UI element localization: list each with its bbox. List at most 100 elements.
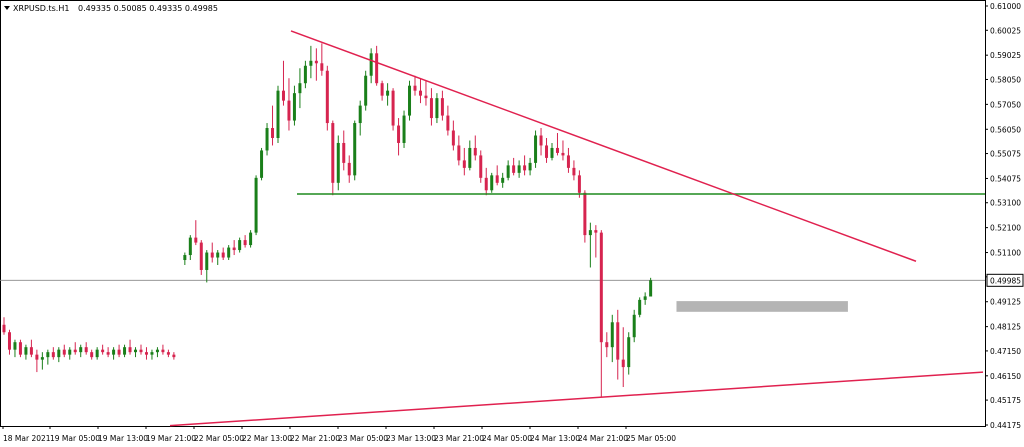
current-price-tag-bg bbox=[986, 273, 1024, 287]
candle-bear bbox=[199, 242, 203, 270]
candle-bear bbox=[342, 142, 346, 163]
x-tick-label: 24 Mar 21:00 bbox=[578, 434, 628, 443]
candle-bull bbox=[292, 93, 296, 121]
ohlc-values: 0.49335 0.50085 0.49335 0.49985 bbox=[78, 4, 218, 13]
y-tick-label: 0.59025 bbox=[990, 51, 1021, 60]
candle-bear bbox=[446, 115, 450, 131]
candle-bear bbox=[331, 123, 335, 183]
x-tick-label: 22 Mar 05:00 bbox=[194, 434, 244, 443]
candle-bear bbox=[397, 125, 401, 143]
candle-bear bbox=[320, 63, 324, 71]
candle-bear bbox=[418, 90, 422, 96]
candle-bear bbox=[599, 232, 603, 343]
candle-bull bbox=[249, 232, 253, 246]
candle-bull bbox=[40, 357, 44, 360]
x-tick-label: 24 Mar 05:00 bbox=[482, 434, 532, 443]
resistance-trendline[interactable] bbox=[290, 30, 917, 262]
candle-bear bbox=[73, 349, 77, 353]
plot-frame bbox=[0, 0, 986, 427]
x-tick-label: 19 Mar 13:00 bbox=[98, 434, 148, 443]
supply-demand-zone[interactable] bbox=[676, 301, 848, 312]
candle-bull bbox=[123, 347, 127, 355]
candle-bear bbox=[314, 60, 318, 64]
candle-bull bbox=[183, 255, 187, 261]
candle-bear bbox=[172, 354, 176, 358]
current-price-label: 0.49985 bbox=[990, 276, 1021, 285]
candle-bear bbox=[479, 155, 483, 178]
candle-bear bbox=[29, 347, 33, 355]
candle-bear bbox=[51, 352, 55, 358]
candle-bear bbox=[495, 175, 499, 183]
y-tick-label: 0.55075 bbox=[990, 150, 1021, 159]
support-trendline[interactable] bbox=[169, 371, 984, 427]
candle-bear bbox=[271, 128, 275, 138]
triangle-down-icon[interactable] bbox=[4, 6, 10, 10]
candle-bull bbox=[57, 349, 61, 358]
y-tick-label: 0.48125 bbox=[990, 323, 1021, 332]
candle-bull bbox=[369, 53, 373, 76]
chart-header: XRPUSD.ts.H1 0.49335 0.50085 0.49335 0.4… bbox=[4, 4, 218, 13]
candle-bear bbox=[101, 349, 105, 353]
candle-bull bbox=[205, 252, 209, 270]
candle-bear bbox=[594, 230, 598, 233]
candle-bear bbox=[287, 100, 291, 121]
candle-bear bbox=[194, 237, 198, 243]
candle-bull bbox=[95, 349, 99, 358]
y-tick-label: 0.54075 bbox=[990, 174, 1021, 183]
candle-bear bbox=[84, 347, 88, 353]
candle-bear bbox=[583, 192, 587, 236]
candle-bull bbox=[188, 237, 192, 256]
candle-bear bbox=[429, 98, 433, 119]
x-tick-label: 19 Mar 05:00 bbox=[50, 434, 100, 443]
candle-bull bbox=[216, 252, 220, 258]
candle-bear bbox=[243, 240, 247, 246]
y-tick-label: 0.57050 bbox=[990, 100, 1021, 109]
candle-bear bbox=[566, 155, 570, 168]
candle-bull bbox=[46, 352, 50, 358]
candle-bull bbox=[517, 165, 521, 173]
y-tick-label: 0.58050 bbox=[990, 75, 1021, 84]
candles-layer bbox=[2, 43, 653, 397]
y-tick-label: 0.47150 bbox=[990, 347, 1021, 356]
y-tick-label: 0.60025 bbox=[990, 26, 1021, 35]
candle-bear bbox=[347, 162, 351, 176]
candle-bear bbox=[7, 332, 11, 350]
candle-bull bbox=[309, 60, 313, 66]
candle-bear bbox=[35, 354, 39, 360]
candle-bull bbox=[134, 349, 138, 353]
candle-bear bbox=[577, 175, 581, 193]
candle-bear bbox=[18, 342, 22, 355]
candle-bear bbox=[512, 165, 516, 173]
candle-bull bbox=[534, 135, 538, 163]
candle-bull bbox=[386, 90, 390, 96]
candle-bull bbox=[408, 85, 412, 116]
candle-bear bbox=[572, 167, 576, 176]
candle-bull bbox=[227, 247, 231, 258]
x-tick-label: 18 Mar 2021 bbox=[3, 434, 51, 443]
candle-bull bbox=[528, 162, 532, 171]
candle-bear bbox=[166, 352, 170, 355]
y-tick-label: 0.49125 bbox=[990, 298, 1021, 307]
y-tick-label: 0.52100 bbox=[990, 224, 1021, 233]
candle-bull bbox=[402, 115, 406, 143]
candle-bull bbox=[353, 123, 357, 176]
candle-bear bbox=[545, 145, 549, 158]
candle-bear bbox=[539, 135, 543, 146]
x-tick-label: 23 Mar 05:00 bbox=[338, 434, 388, 443]
candle-bear bbox=[555, 147, 559, 153]
candle-bear bbox=[221, 252, 225, 258]
candle-bull bbox=[150, 352, 154, 355]
candle-bull bbox=[13, 342, 17, 350]
candle-bull bbox=[610, 322, 614, 348]
candle-bear bbox=[375, 53, 379, 84]
candle-bear bbox=[161, 349, 165, 353]
candle-bull bbox=[303, 65, 307, 84]
y-tick-label: 0.45175 bbox=[990, 396, 1021, 405]
candle-bear bbox=[523, 165, 527, 171]
symbol-label: XRPUSD.ts.H1 bbox=[13, 4, 69, 13]
x-tick-label: 24 Mar 13:00 bbox=[530, 434, 580, 443]
candle-bear bbox=[462, 160, 466, 168]
candle-bull bbox=[265, 128, 269, 151]
